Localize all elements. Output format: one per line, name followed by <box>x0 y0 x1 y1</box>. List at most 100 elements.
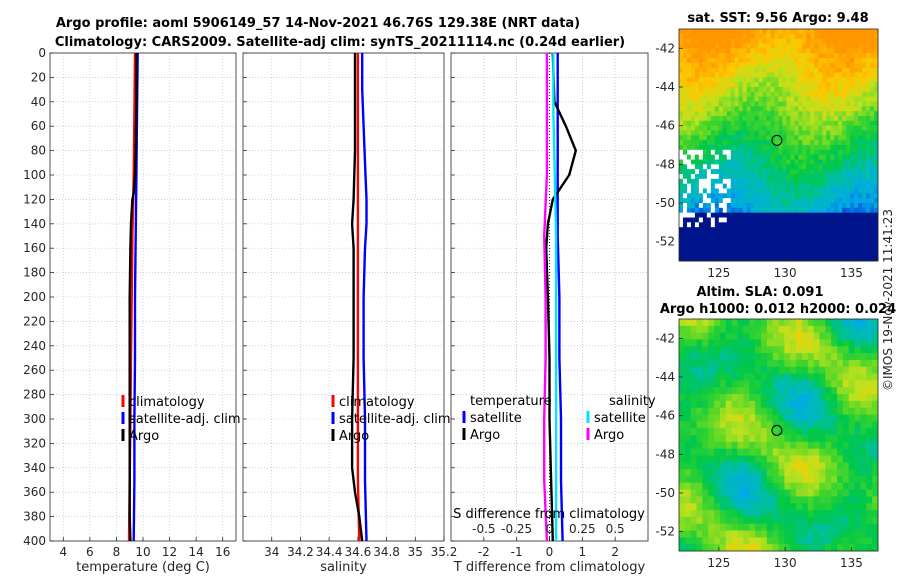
p-sst-cell <box>746 174 752 180</box>
p-sla-cell <box>684 339 692 347</box>
p-sst-cell <box>838 67 843 73</box>
p-sst-cell <box>702 149 708 156</box>
p-sst-cell <box>686 101 692 107</box>
p-sst-cell <box>862 154 867 160</box>
p-sla-cell <box>679 496 686 504</box>
p-sst-cell <box>722 193 728 199</box>
p-sst-cell <box>714 246 720 252</box>
p-sst-cell <box>706 203 712 209</box>
p-sst-cell <box>846 101 851 107</box>
p-sst-cell <box>682 193 688 199</box>
p-sst-cell <box>814 154 819 160</box>
temperature-ytick-label: 400 <box>23 534 46 548</box>
p-sst-cell <box>742 91 748 98</box>
p-sla-cell <box>848 537 855 545</box>
p-sla-cell <box>801 366 809 374</box>
p-sst-cell <box>706 198 712 204</box>
p-sst-cell <box>798 106 803 112</box>
p-sla-cell <box>860 421 867 429</box>
p-sst-cell <box>846 256 851 262</box>
p-sst-cell <box>770 178 775 185</box>
p-sst-cell <box>778 183 783 189</box>
p-sst-cell <box>714 236 720 243</box>
p-sla-cell <box>749 407 756 415</box>
p-sla-cell <box>696 503 703 511</box>
p-sst-cell <box>710 169 716 175</box>
p-sla-cell <box>755 544 762 552</box>
p-sla-cell <box>708 407 715 415</box>
p-sla-cell <box>737 325 744 334</box>
p-sst-cell <box>718 154 724 160</box>
p-sst-cell <box>694 251 700 257</box>
p-sla-cell <box>790 373 797 381</box>
p-sla-cell <box>831 325 838 334</box>
p-sst-cell <box>798 256 803 262</box>
p-sla-cell <box>842 530 850 538</box>
p-sst-cell <box>858 174 863 180</box>
p-sla-cell <box>714 482 721 490</box>
p-sla-cell <box>684 407 692 415</box>
p-sst-cell <box>750 120 756 127</box>
p-sla-cell <box>714 428 721 436</box>
p-sla-cell <box>749 544 756 552</box>
p-sst-cell <box>686 164 692 170</box>
p-sst-cell <box>722 251 728 257</box>
p-sst-cell <box>682 67 688 73</box>
p-sst-cell <box>866 130 871 136</box>
p-sla-cell <box>737 475 744 484</box>
p-sst-cell <box>694 183 700 189</box>
p-sst-cell <box>770 256 775 262</box>
p-sst-cell <box>874 82 879 88</box>
p-sst-cell <box>802 140 807 146</box>
p-sla-cell <box>731 319 738 327</box>
p-sla-cell <box>807 475 815 484</box>
p-sst-cell <box>830 77 835 83</box>
p-sst-cell <box>738 193 744 199</box>
p-sst-cell <box>826 67 831 73</box>
p-sst-cell <box>766 145 771 151</box>
p-sla-cell <box>731 387 738 395</box>
p-sst-cell <box>754 169 759 175</box>
p-sla-cell <box>749 441 756 450</box>
p-sla-cell <box>831 441 838 450</box>
p-sst-cell <box>706 212 712 218</box>
p-sst-cell <box>714 48 720 54</box>
p-sst-cell <box>826 96 831 102</box>
p-sla-cell <box>790 544 797 552</box>
p-sst-cell <box>718 222 724 228</box>
salinity-series-argo <box>350 53 364 542</box>
p-sla-cell <box>684 428 692 436</box>
p-sst-cell <box>790 217 795 223</box>
p-sst-cell <box>858 96 863 102</box>
p-sla-cell <box>714 469 721 477</box>
p-sst-cell <box>698 256 704 262</box>
p-sla-cell <box>755 503 762 511</box>
p-sst-cell <box>862 67 867 73</box>
p-sla-cell <box>872 428 879 436</box>
p-sla-cell <box>708 448 715 456</box>
p-sst-cell <box>850 169 855 175</box>
p-sst-cell <box>786 91 791 98</box>
p-sst-cell <box>766 227 771 233</box>
p-sst-cell <box>842 130 847 136</box>
p-sla-cell <box>872 373 879 381</box>
p-sla-cell <box>866 455 873 463</box>
p-sst-cell <box>842 236 847 243</box>
p-sla-cell <box>837 503 844 511</box>
p-sst-cell <box>718 91 724 98</box>
p-sst-cell <box>742 130 748 136</box>
p-sla-cell <box>825 475 832 484</box>
p-sst-cell <box>679 154 684 160</box>
p-sla-cell <box>755 332 762 340</box>
p-sla-cell <box>813 339 820 347</box>
p-sla-cell <box>813 325 820 334</box>
p-sst-cell <box>722 154 728 160</box>
p-sla-cell <box>749 414 756 422</box>
p-sst-cell <box>798 29 803 35</box>
imos-credit: ©IMOS 19-Nov-2021 11:41:23 <box>881 209 895 391</box>
p-sst-cell <box>754 38 759 44</box>
p-sst-cell <box>718 140 724 146</box>
p-sst-cell <box>838 135 843 141</box>
p-sst-cell <box>722 77 728 83</box>
p-sst-cell <box>858 29 863 35</box>
